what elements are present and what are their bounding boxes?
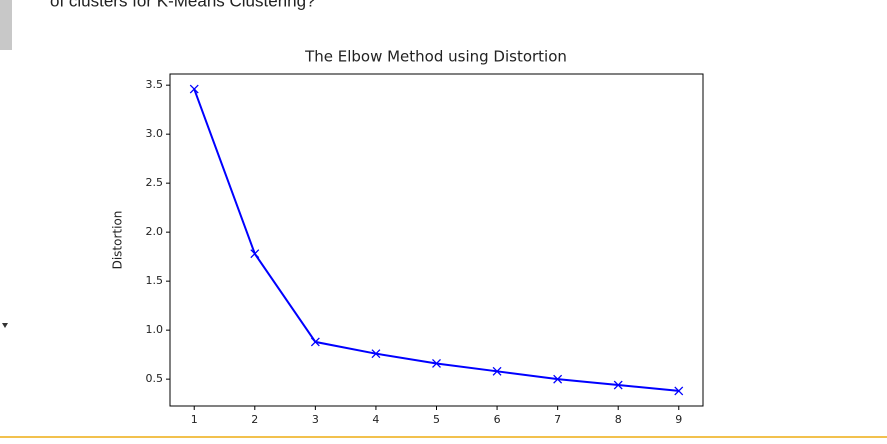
x-tick-label: 7	[554, 413, 561, 426]
x-tick-label: 5	[433, 413, 440, 426]
x-tick-label: 8	[615, 413, 622, 426]
marker	[492, 366, 502, 376]
bottom-rule	[0, 436, 887, 438]
x-tick-label: 1	[191, 413, 198, 426]
y-axis-label: Distortion	[111, 211, 125, 270]
x-tick-label: 4	[372, 413, 379, 426]
chart-title: The Elbow Method using Distortion	[304, 48, 567, 66]
marker	[189, 84, 199, 94]
marker	[613, 380, 623, 390]
y-tick-label: 3.0	[146, 127, 164, 140]
marker	[432, 359, 441, 368]
x-tick-label: 3	[312, 413, 319, 426]
scrollbar-thumb[interactable]	[0, 0, 12, 50]
page-text: of clusters for K-Means Clustering?	[50, 0, 316, 10]
line	[193, 88, 679, 392]
marker	[371, 349, 381, 359]
x-tick-label: 6	[494, 413, 501, 426]
marker	[310, 337, 320, 347]
y-tick-label: 2.5	[146, 176, 164, 189]
x-tick-label: 2	[251, 413, 258, 426]
marker	[250, 249, 260, 259]
scroll-arrow[interactable]	[2, 323, 8, 328]
marker	[674, 386, 684, 396]
x-tick-label: 9	[675, 413, 682, 426]
y-tick-label: 3.5	[146, 78, 164, 91]
y-tick-label: 0.5	[146, 372, 164, 385]
marker	[553, 374, 563, 384]
y-tick-label: 2.0	[146, 225, 164, 238]
y-tick-label: 1.0	[146, 323, 164, 336]
y-tick-label: 1.5	[146, 274, 164, 287]
